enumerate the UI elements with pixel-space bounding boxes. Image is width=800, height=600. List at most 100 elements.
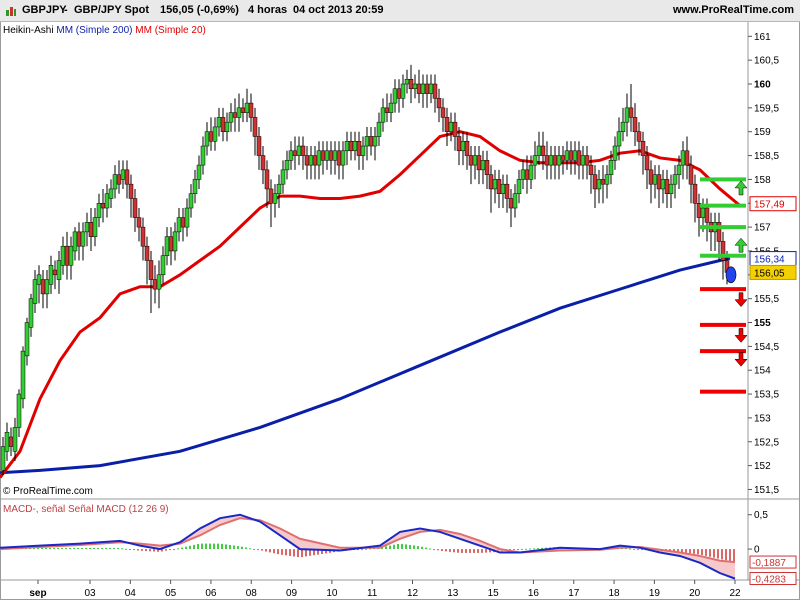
candle-body bbox=[308, 155, 314, 166]
candle-body bbox=[92, 217, 98, 237]
macd-hist-up bbox=[53, 547, 55, 550]
candle-body bbox=[684, 150, 690, 166]
macd-hist-up bbox=[429, 548, 431, 550]
candle-body bbox=[192, 179, 198, 194]
macd-hist-up bbox=[633, 548, 635, 550]
time-tick-label: 18 bbox=[609, 588, 621, 599]
macd-hist-down bbox=[161, 549, 163, 552]
candle-body bbox=[216, 117, 222, 128]
candle-body bbox=[572, 150, 578, 161]
candle-body bbox=[96, 203, 102, 218]
macd-hist-up bbox=[69, 547, 71, 550]
bull-candle bbox=[160, 246, 166, 285]
bear-candle bbox=[256, 126, 262, 170]
candle-body bbox=[256, 136, 262, 156]
macd-hist-down bbox=[137, 549, 139, 551]
macd-hist-down bbox=[285, 549, 287, 556]
bull-candle bbox=[660, 169, 666, 204]
bear-candle bbox=[268, 179, 274, 228]
separator: - bbox=[64, 4, 68, 16]
bear-candle bbox=[568, 141, 574, 175]
macd-flag-label: -0,1887 bbox=[752, 558, 786, 569]
candle-body bbox=[400, 83, 406, 99]
macd-hist-down bbox=[145, 549, 147, 552]
site-link[interactable]: www.ProRealTime.com bbox=[672, 4, 794, 16]
time-tick-label: 03 bbox=[84, 588, 96, 599]
candle-body bbox=[368, 136, 374, 147]
bull-candle bbox=[84, 212, 90, 247]
macd-hist-down bbox=[157, 549, 159, 552]
bull-candle bbox=[108, 179, 114, 209]
candle-body bbox=[164, 236, 170, 256]
bull-candle bbox=[200, 136, 206, 175]
time-tick-label: 15 bbox=[488, 588, 500, 599]
candle-body bbox=[348, 141, 354, 152]
macd-hist-up bbox=[245, 547, 247, 550]
bear-candle bbox=[356, 131, 362, 170]
green-level-line bbox=[700, 203, 746, 208]
bear-candle bbox=[684, 136, 690, 180]
candle-body bbox=[8, 436, 14, 447]
ma200-line bbox=[0, 256, 731, 475]
bull-candle bbox=[28, 293, 34, 337]
candle-body bbox=[360, 145, 366, 156]
candle-body bbox=[156, 274, 162, 290]
ma200-legend[interactable]: MM (Simple 200) bbox=[56, 25, 133, 36]
candle-body bbox=[208, 131, 214, 142]
macd-hist-down bbox=[437, 549, 439, 551]
bear-candle bbox=[424, 74, 430, 108]
macd-hist-up bbox=[101, 547, 103, 550]
macd-hist-up bbox=[385, 546, 387, 550]
macd-hist-up bbox=[365, 548, 367, 550]
price-tick-label: 151,5 bbox=[754, 485, 779, 496]
candle-body bbox=[344, 141, 350, 152]
macd-hist-down bbox=[729, 549, 731, 562]
macd-hist-up bbox=[545, 547, 547, 550]
macd-hist-down bbox=[689, 549, 691, 554]
bull-candle bbox=[676, 155, 682, 189]
bear-candle bbox=[696, 193, 702, 237]
bear-candle bbox=[136, 208, 142, 242]
macd-hist-down bbox=[461, 549, 463, 553]
bull-candle bbox=[532, 141, 538, 180]
macd-hist-up bbox=[417, 546, 419, 550]
macd-hist-up bbox=[105, 547, 107, 550]
bear-candle bbox=[576, 141, 582, 180]
chart-icon[interactable] bbox=[5, 5, 17, 17]
macd-hist-down bbox=[453, 549, 455, 553]
bull-candle bbox=[364, 126, 370, 161]
candle-body bbox=[704, 207, 710, 223]
macd-hist-down bbox=[713, 549, 715, 558]
macd-hist-up bbox=[77, 547, 79, 550]
bull-candle bbox=[608, 150, 614, 185]
bull-candle bbox=[204, 122, 210, 156]
macd-hist-down bbox=[489, 549, 491, 553]
candle-body bbox=[612, 145, 618, 161]
macd-hist-up bbox=[177, 548, 179, 550]
candle-body bbox=[520, 169, 526, 180]
bear-candle bbox=[240, 98, 246, 123]
bear-candle bbox=[116, 160, 122, 194]
candle-body bbox=[184, 207, 190, 228]
bear-candle bbox=[632, 103, 638, 147]
candle-body bbox=[540, 145, 546, 156]
macd-hist-down bbox=[449, 549, 451, 552]
bull-candle bbox=[36, 265, 42, 304]
bull-candle bbox=[388, 93, 394, 123]
macd-legend[interactable]: MACD-, señal Señal MACD (12 26 9) bbox=[3, 504, 169, 515]
macd-hist-down bbox=[321, 549, 323, 555]
bull-candle bbox=[604, 165, 610, 199]
candle-body bbox=[480, 160, 486, 171]
candle-body bbox=[4, 431, 10, 452]
ma20-legend[interactable]: MM (Simple 20) bbox=[135, 25, 206, 36]
candle-body bbox=[632, 117, 638, 132]
price-tick-label: 160,5 bbox=[754, 56, 779, 67]
arrow-down-icon bbox=[734, 352, 748, 367]
candle-body bbox=[124, 169, 130, 185]
price-flag-label: 157,49 bbox=[754, 200, 785, 211]
candle-body bbox=[552, 155, 558, 166]
candle-body bbox=[40, 279, 46, 295]
bull-candle bbox=[344, 131, 350, 166]
candle-body bbox=[280, 169, 286, 185]
